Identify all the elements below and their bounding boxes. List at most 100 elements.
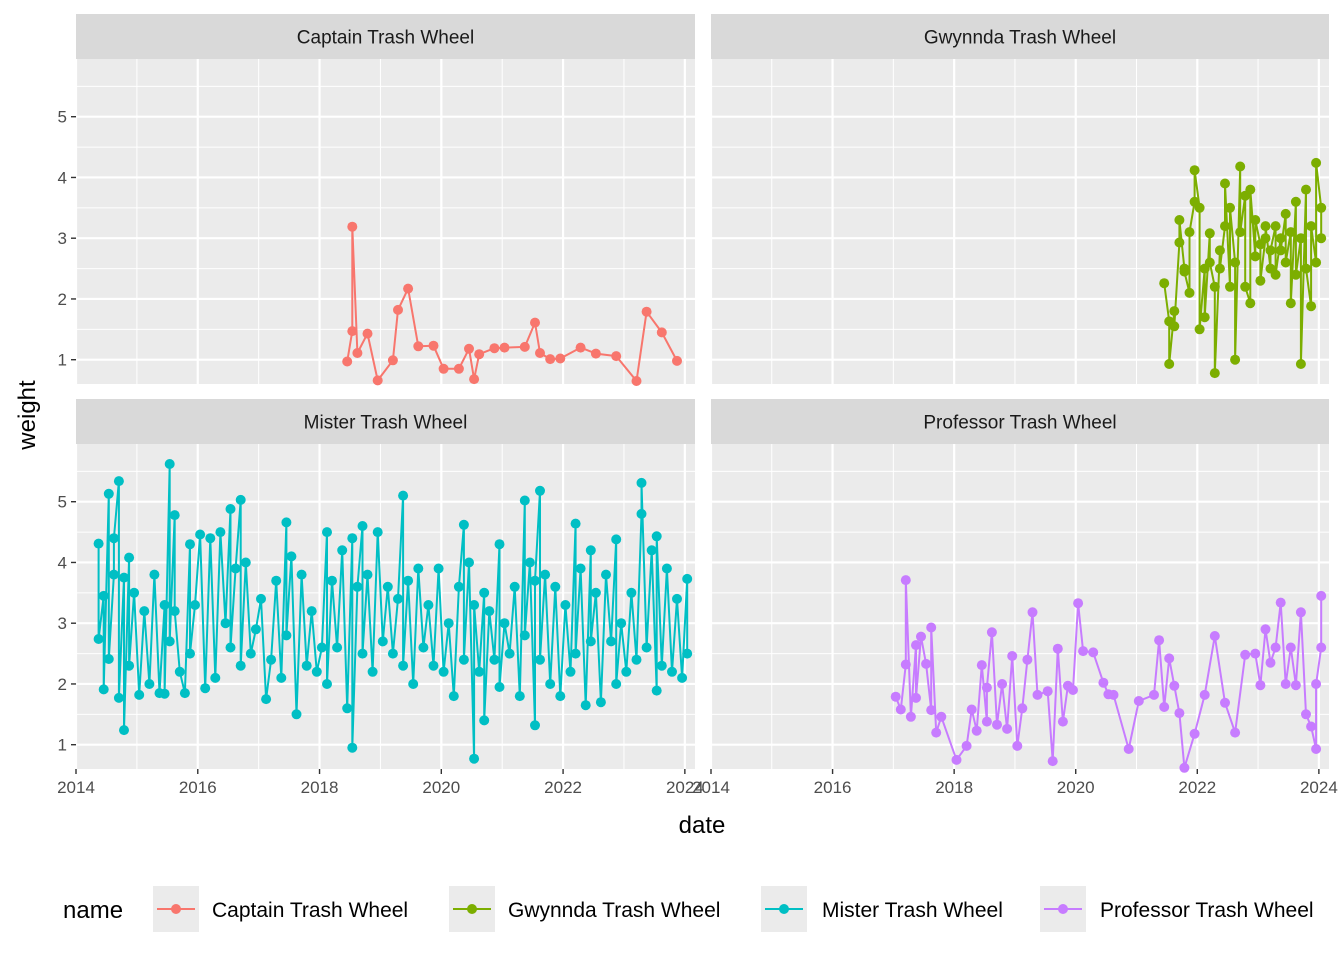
data-point <box>1017 703 1028 714</box>
data-point <box>286 551 297 562</box>
data-point <box>190 600 200 610</box>
data-point <box>580 700 591 711</box>
y-tick-label: 2 <box>58 675 67 694</box>
data-point <box>926 622 937 633</box>
data-point <box>590 587 601 598</box>
data-point <box>1047 756 1058 767</box>
data-point <box>1250 215 1261 225</box>
data-point <box>1164 653 1175 664</box>
data-point <box>453 581 464 592</box>
data-point <box>266 654 277 665</box>
data-point <box>347 221 358 232</box>
data-point <box>479 587 490 598</box>
data-point <box>540 569 551 580</box>
data-point <box>1184 227 1195 238</box>
data-point <box>1316 590 1327 601</box>
data-point <box>347 533 358 544</box>
legend-key-point <box>779 904 789 914</box>
data-point <box>656 660 667 671</box>
data-point <box>1169 306 1180 317</box>
facet-panel: Gwynnda Trash Wheel <box>709 14 1329 384</box>
data-point <box>519 495 530 506</box>
data-point <box>342 703 353 714</box>
legend-label: Professor Trash Wheel <box>1100 899 1314 922</box>
legend-item: Gwynnda Trash Wheel <box>449 886 720 932</box>
data-point <box>185 648 195 659</box>
y-tick-label: 4 <box>58 553 67 572</box>
x-tick-label: 2022 <box>544 778 582 797</box>
data-point <box>646 545 657 556</box>
data-point <box>1290 269 1301 280</box>
data-point <box>281 630 292 641</box>
data-point <box>357 521 368 531</box>
data-point <box>119 572 129 583</box>
data-point <box>631 376 642 386</box>
data-point <box>474 349 485 360</box>
data-point <box>1280 208 1291 219</box>
y-tick-label: 1 <box>58 351 67 370</box>
data-point <box>1290 196 1301 207</box>
data-point <box>342 356 353 367</box>
data-point <box>1295 607 1306 618</box>
data-point <box>1295 359 1306 369</box>
data-point <box>291 709 302 720</box>
data-point <box>1265 657 1276 668</box>
legend-key-point <box>171 904 181 914</box>
data-point <box>428 660 439 671</box>
data-point <box>575 342 586 353</box>
data-point <box>1260 624 1271 635</box>
data-point <box>1057 716 1068 727</box>
data-point <box>1270 269 1281 280</box>
data-point <box>453 363 464 374</box>
data-point <box>1225 281 1235 292</box>
data-point <box>570 518 581 529</box>
data-point <box>1240 649 1251 660</box>
x-tick-label: 2022 <box>1178 778 1216 797</box>
data-point <box>1179 266 1190 277</box>
data-point <box>413 341 424 352</box>
data-point <box>641 306 652 317</box>
data-point <box>464 557 474 568</box>
panel-background <box>711 444 1329 769</box>
y-tick-label: 1 <box>58 736 67 755</box>
data-point <box>677 672 688 683</box>
data-point <box>911 692 921 703</box>
data-point <box>1214 263 1225 274</box>
data-point <box>327 575 337 586</box>
facet-strip-label: Captain Trash Wheel <box>297 28 474 49</box>
data-point <box>1194 202 1205 213</box>
data-point <box>1149 689 1159 700</box>
legend-key-point <box>1058 904 1068 914</box>
data-point <box>1270 642 1281 653</box>
data-point <box>560 600 571 610</box>
facet-strip-label: Mister Trash Wheel <box>304 413 468 434</box>
data-point <box>103 488 114 499</box>
data-point <box>1068 685 1078 695</box>
data-point <box>621 666 632 677</box>
data-point <box>418 642 429 653</box>
facet-strip <box>711 399 1329 444</box>
data-point <box>530 317 540 328</box>
data-point <box>1220 178 1230 189</box>
data-point <box>1204 257 1215 268</box>
x-tick-label: 2018 <box>301 778 339 797</box>
data-point <box>667 666 677 677</box>
data-point <box>1189 165 1200 176</box>
data-point <box>1260 233 1271 244</box>
data-point <box>301 660 312 671</box>
data-point <box>1159 702 1170 712</box>
data-point <box>93 634 104 644</box>
data-point <box>661 563 672 574</box>
data-point <box>1209 368 1220 379</box>
data-point <box>616 618 627 629</box>
data-point <box>1174 237 1185 248</box>
data-point <box>1088 647 1099 658</box>
data-point <box>1235 161 1246 172</box>
data-point <box>235 660 246 671</box>
facet-panels: Captain Trash Wheel 1 2 3 4 5 Gwynnda Trash Wh… <box>57 14 1338 797</box>
data-point <box>230 563 241 574</box>
data-point <box>1230 354 1241 365</box>
data-point <box>575 563 586 574</box>
data-point <box>352 348 363 358</box>
data-point <box>119 725 129 736</box>
